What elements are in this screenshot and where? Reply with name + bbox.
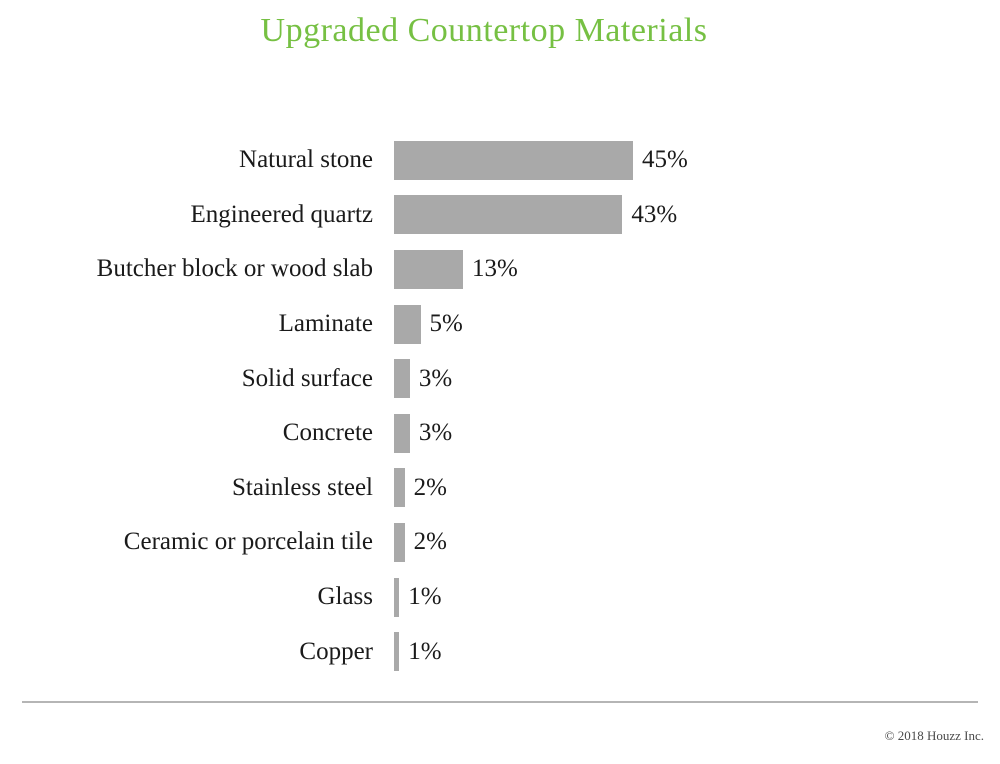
bar [394,304,421,344]
bar-area: 45% [394,140,688,180]
bar [394,632,400,672]
chart-row: Natural stone 45% [0,133,1000,188]
bar [394,140,633,180]
category-label: Glass [317,583,373,611]
bar-area: 43% [394,195,678,235]
value-label: 1% [408,637,442,665]
category-label: Ceramic or porcelain tile [123,528,373,556]
value-label: 3% [418,419,453,447]
chart-row: Laminate 5% [0,297,1000,352]
value-label: 45% [641,146,688,174]
category-label: Butcher block or wood slab [96,255,373,283]
chart-row: Ceramic or porcelain tile 2% [0,515,1000,570]
value-label: 2% [413,528,447,556]
chart-row: Solid surface 3% [0,351,1000,406]
bar-chart: Natural stone 45% Engineered quartz 43% Butc… [0,133,1000,679]
category-label: Laminate [278,310,373,338]
category-label: Concrete [282,419,373,447]
bar-area: 3% [394,359,453,399]
bar-area: 3% [394,413,453,453]
chart-title: Upgraded Countertop Materials [260,12,708,49]
chart-row: Stainless steel 2% [0,461,1000,516]
category-label: Natural stone [239,146,373,174]
value-label: 2% [413,473,447,501]
value-label: 3% [418,364,453,392]
bar-area: 5% [394,304,463,344]
bar-area: 13% [394,249,518,289]
copyright-text: © 2018 Houzz Inc. [884,728,984,743]
chart-row: Butcher block or wood slab 13% [0,242,1000,297]
category-label: Copper [299,637,373,665]
bar-area: 2% [394,468,447,508]
value-label: 13% [472,255,518,283]
bar [394,522,405,562]
bar [394,577,400,617]
value-label: 43% [631,200,678,228]
bar [394,468,405,508]
bar-area: 1% [394,577,442,617]
footer-divider [22,701,978,703]
chart-row: Glass 1% [0,570,1000,625]
value-label: 5% [429,310,463,338]
category-label: Engineered quartz [190,200,373,228]
bar [394,413,410,453]
category-label: Solid surface [241,364,373,392]
category-label: Stainless steel [232,473,373,501]
chart-row: Copper 1% [0,624,1000,679]
bar [394,249,464,289]
chart-row: Concrete 3% [0,406,1000,461]
chart-row: Engineered quartz 43% [0,188,1000,243]
value-label: 1% [408,583,442,611]
bar-area: 2% [394,522,447,562]
bar [394,195,623,235]
bar [394,359,410,399]
bar-area: 1% [394,632,442,672]
